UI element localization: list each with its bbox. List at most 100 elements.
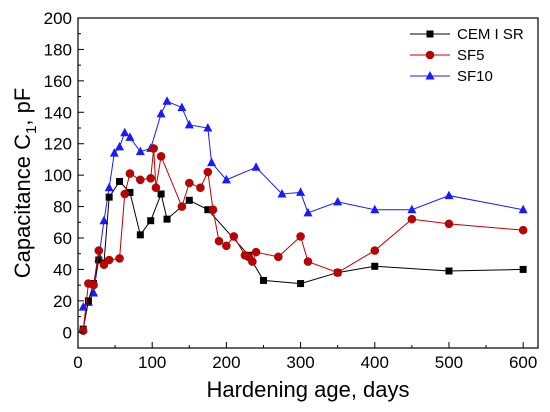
data-point — [116, 177, 124, 185]
data-point — [185, 196, 193, 204]
data-point — [177, 102, 187, 112]
data-point — [78, 326, 88, 336]
data-point — [89, 288, 99, 297]
data-point — [407, 214, 417, 224]
data-point — [203, 123, 213, 132]
data-point — [444, 219, 454, 229]
legend-label: SF5 — [457, 47, 485, 64]
y-tick-label: 120 — [44, 135, 72, 154]
data-point — [95, 256, 103, 264]
data-point — [163, 215, 171, 223]
data-point — [120, 189, 130, 199]
data-point — [296, 232, 305, 241]
data-point — [196, 183, 205, 193]
data-point — [99, 215, 109, 225]
legend-item: SF10 — [410, 68, 493, 85]
legend-marker — [426, 30, 434, 38]
data-point — [94, 246, 104, 255]
data-point — [135, 146, 145, 156]
data-point — [147, 217, 155, 225]
legend-item: CEM I SR — [410, 26, 524, 43]
data-point — [105, 193, 113, 201]
legend-marker — [425, 50, 435, 60]
data-point — [208, 205, 218, 215]
y-axis: 0 20 40 60 80 100 120 140 160 180 200 — [44, 9, 84, 342]
data-point — [136, 175, 145, 185]
y-tick-label: 0 — [63, 323, 72, 342]
data-point — [104, 182, 114, 192]
data-point — [151, 183, 161, 193]
legend-marker — [425, 71, 435, 80]
data-point — [518, 204, 528, 214]
x-tick-label: 400 — [361, 353, 389, 372]
data-point — [125, 132, 135, 141]
series-layer — [78, 96, 528, 336]
x-axis-title: Hardening age, days — [206, 377, 409, 402]
data-point — [136, 231, 144, 239]
x-tick-label: 600 — [509, 353, 537, 372]
data-point — [109, 148, 119, 157]
data-point — [277, 189, 287, 198]
y-tick-label: 80 — [53, 198, 72, 217]
data-point — [146, 173, 156, 183]
data-point — [222, 241, 231, 251]
data-point — [229, 232, 239, 241]
data-point — [126, 188, 134, 196]
data-point — [333, 196, 343, 206]
legend-label: CEM I SR — [457, 26, 524, 43]
data-point — [444, 190, 454, 200]
data-point — [115, 254, 124, 263]
x-tick-label: 300 — [286, 353, 314, 372]
y-tick-label: 40 — [53, 260, 72, 279]
data-point — [207, 157, 217, 167]
y-tick-label: 200 — [44, 9, 72, 28]
data-point — [184, 119, 194, 129]
data-point — [177, 202, 187, 211]
data-point — [214, 236, 224, 246]
x-tick-label: 200 — [212, 353, 240, 372]
data-point — [162, 96, 172, 105]
data-point — [89, 280, 98, 290]
data-point — [157, 190, 165, 198]
data-point — [221, 174, 231, 184]
data-point — [518, 225, 528, 235]
data-point — [259, 276, 267, 284]
x-axis: 0 100 200 300 400 500 600 — [73, 342, 537, 372]
data-point — [149, 144, 158, 153]
x-tick-label: 100 — [138, 353, 166, 372]
data-point — [333, 268, 342, 277]
x-tick-label: 0 — [73, 353, 82, 372]
data-point — [370, 204, 380, 214]
series-line — [82, 100, 524, 308]
data-point — [445, 267, 453, 275]
series-sf5 — [78, 144, 528, 336]
y-axis-title: Capacitance C1, pF — [10, 88, 40, 279]
plot-frame — [77, 17, 539, 349]
data-point — [84, 297, 92, 305]
y-tick-label: 180 — [44, 40, 72, 59]
data-point — [297, 280, 305, 288]
y-axis-title-main: Capacitance C — [10, 134, 35, 278]
data-point — [303, 207, 313, 217]
data-point — [248, 257, 257, 266]
data-point — [370, 246, 380, 255]
data-point — [251, 247, 261, 257]
data-point — [296, 187, 306, 196]
data-point — [303, 257, 313, 266]
data-point — [184, 178, 194, 188]
y-tick-label: 100 — [44, 166, 72, 185]
data-point — [115, 141, 125, 151]
y-tick-label: 20 — [53, 292, 72, 311]
data-point — [407, 204, 417, 214]
data-point — [104, 255, 114, 265]
data-point — [204, 206, 212, 214]
y-axis-title-subscript: 1 — [23, 126, 40, 134]
data-point — [274, 252, 283, 262]
data-point — [120, 127, 130, 137]
data-point — [203, 167, 213, 177]
series-line — [82, 148, 524, 331]
data-point — [125, 169, 135, 178]
legend: CEM I SR SF5 SF10 — [410, 26, 524, 85]
